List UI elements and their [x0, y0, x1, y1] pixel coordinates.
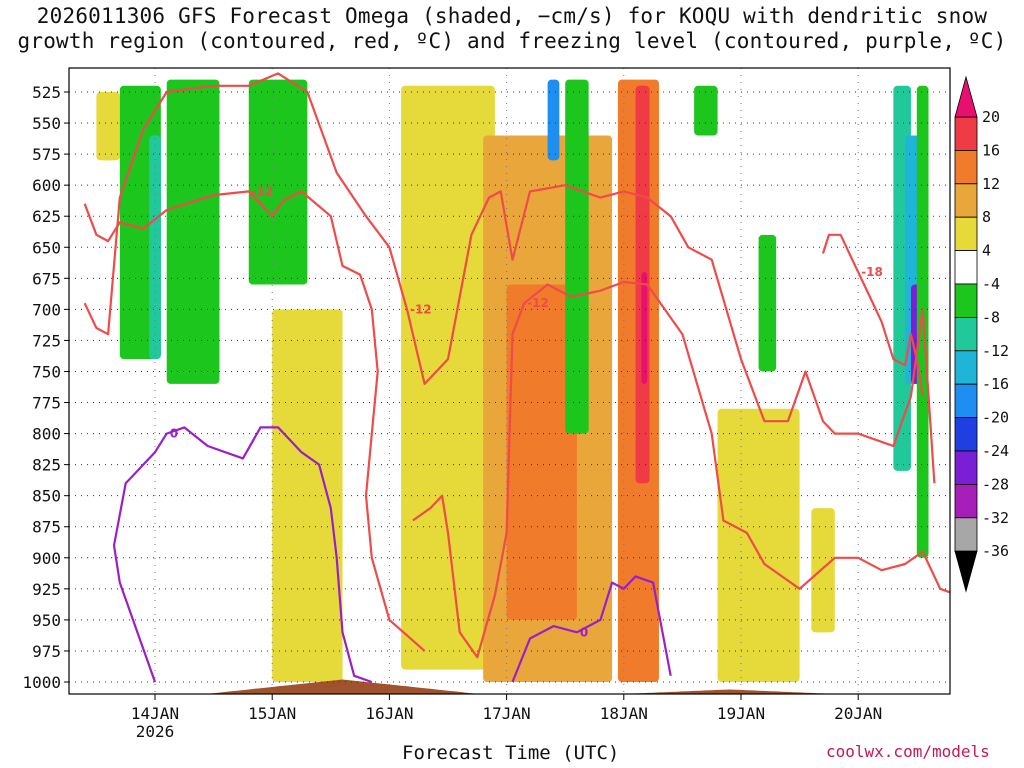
- colorbar-label: -12: [982, 342, 1009, 360]
- y-tick-label: 700: [32, 300, 61, 319]
- dgz-contour-line: [821, 233, 924, 397]
- colorbar-bin: [954, 517, 978, 552]
- x-tick-label: 19JAN: [717, 704, 765, 723]
- y-tick-label: 825: [32, 456, 61, 475]
- colorbar-label: -4: [982, 275, 1000, 293]
- colorbar-bin: [954, 417, 978, 452]
- y-tick-label: 750: [32, 362, 61, 381]
- dgz-contour-label: -12: [410, 302, 432, 316]
- omega-band: [272, 309, 343, 682]
- colorbar-bin: [954, 116, 978, 151]
- colorbar: 20 16 12 8 4 -4 -8 -12 -16 -20 -24 -28 -32 -36: [954, 75, 1009, 593]
- y-tick-label: 625: [32, 207, 61, 226]
- colorbar-label: 20: [982, 108, 1000, 126]
- omega-band: [166, 79, 220, 384]
- dgz-contour-line: [83, 72, 936, 484]
- x-tick-label: 20JAN: [834, 704, 882, 723]
- colorbar-label: -8: [982, 308, 1000, 326]
- y-tick-label: 900: [32, 549, 61, 568]
- dgz-contour-line: [83, 190, 426, 652]
- y-tick-label: 600: [32, 176, 61, 195]
- colorbar-label: -24: [982, 442, 1009, 460]
- omega-band: [694, 85, 718, 136]
- y-tick-label: 525: [32, 83, 61, 102]
- colorbar-label: 16: [982, 141, 1000, 159]
- site-watermark: coolwx.com/models: [826, 742, 990, 761]
- freezing-contour-label: 0: [170, 427, 178, 441]
- y-tick-label: 850: [32, 487, 61, 506]
- contour-layer: -12 -12 -12 -18 0 0: [83, 72, 950, 684]
- omega-band: [811, 508, 835, 633]
- omega-band: [717, 408, 800, 682]
- y-tick-label: 775: [32, 394, 61, 413]
- colorbar-bin: [954, 216, 978, 251]
- colorbar-under-triangle: [954, 550, 978, 593]
- colorbar-bin: [954, 383, 978, 419]
- dgz-contour-label: -12: [252, 184, 274, 198]
- y-axis: 525 550 575 600 625 650 675 700 725 750 775 800 825 8…: [22, 83, 69, 692]
- terrain-area: [84, 679, 950, 694]
- omega-band: [547, 79, 560, 161]
- y-tick-label: 1000: [22, 673, 61, 692]
- dgz-contour-label: -12: [527, 296, 549, 310]
- x-tick-label: 18JAN: [600, 704, 648, 723]
- x-tick-label: 15JAN: [248, 704, 296, 723]
- chart-title-line-2: growth region (contoured, red, ºC) and f…: [17, 29, 1007, 53]
- omega-band: [758, 234, 777, 372]
- colorbar-bin: [954, 316, 978, 352]
- colorbar-bin: [954, 149, 978, 185]
- colorbar-label: -28: [982, 475, 1009, 493]
- colorbar-label: 12: [982, 175, 1000, 193]
- colorbar-label: -36: [982, 542, 1009, 560]
- omega-shading: [96, 79, 929, 682]
- omega-band: [96, 92, 120, 161]
- omega-band: [248, 79, 308, 285]
- colorbar-over-triangle: [954, 75, 978, 118]
- dgz-contour-line: [412, 280, 950, 659]
- omega-band: [565, 79, 589, 434]
- chart-title-line-1: 2026011306 GFS Forecast Omega (shaded, −…: [36, 4, 988, 28]
- y-tick-label: 875: [32, 518, 61, 537]
- x-tick-label: 17JAN: [483, 704, 531, 723]
- y-tick-label: 725: [32, 331, 61, 350]
- y-tick-label: 925: [32, 580, 61, 599]
- colorbar-label: -32: [982, 509, 1009, 527]
- colorbar-label: 8: [982, 208, 991, 226]
- x-tick-label: 14JAN: [131, 704, 179, 723]
- colorbar-bin: [954, 350, 978, 385]
- y-tick-label: 650: [32, 238, 61, 257]
- omega-band: [401, 85, 495, 670]
- dgz-contour-label: -18: [861, 265, 883, 279]
- y-tick-label: 950: [32, 611, 61, 630]
- y-tick-label: 575: [32, 145, 61, 164]
- plot-frame: [68, 67, 951, 695]
- y-tick-label: 800: [32, 425, 61, 444]
- y-tick-label: 975: [32, 642, 61, 661]
- colorbar-label: -20: [982, 409, 1009, 427]
- colorbar-label: -16: [982, 375, 1009, 393]
- colorbar-label: 4: [982, 242, 991, 260]
- omega-band: [506, 284, 577, 620]
- y-tick-label: 675: [32, 269, 61, 288]
- x-tick-label: 16JAN: [365, 704, 413, 723]
- freezing-contour-line: [112, 426, 373, 684]
- omega-band: [641, 272, 648, 384]
- freezing-contour-label: 0: [580, 625, 588, 639]
- colorbar-bin: [954, 450, 978, 485]
- freezing-contour-line: [511, 575, 672, 683]
- x-tick-year: 2026: [136, 722, 175, 741]
- y-tick-label: 550: [32, 114, 61, 133]
- omega-band: [149, 135, 161, 360]
- colorbar-bin: [954, 483, 978, 519]
- colorbar-bin: [954, 283, 978, 318]
- x-axis-title: Forecast Time (UTC): [402, 742, 620, 764]
- colorbar-bin: [954, 183, 978, 218]
- terrain-layer: [84, 679, 950, 694]
- chart-title: 2026011306 GFS Forecast Omega (shaded, −…: [0, 4, 1024, 54]
- colorbar-bin: [954, 250, 978, 285]
